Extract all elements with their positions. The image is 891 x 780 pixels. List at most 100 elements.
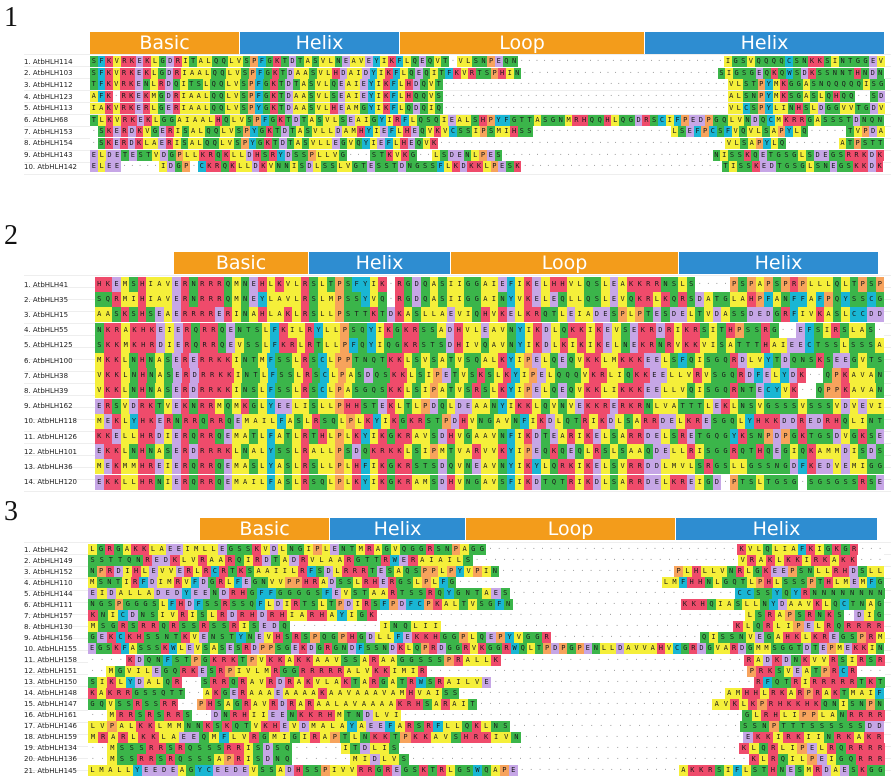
residue: L <box>608 643 617 655</box>
residue: T <box>868 137 877 149</box>
residue: · <box>481 555 491 567</box>
residue: K <box>130 337 139 353</box>
residue: Y <box>236 632 246 644</box>
residue: · <box>564 753 574 765</box>
residue: G <box>397 654 407 666</box>
residue: K <box>478 643 487 655</box>
residue: · <box>636 161 645 173</box>
residue: S <box>153 643 162 655</box>
residue: L <box>257 429 267 444</box>
residue: L <box>816 742 827 754</box>
residue: G <box>174 161 183 173</box>
residue: K <box>228 654 238 666</box>
residue: C <box>197 161 206 173</box>
residue: Y <box>257 292 267 308</box>
residue: R <box>641 413 650 429</box>
residue: K <box>378 429 387 444</box>
residue: K <box>138 731 149 743</box>
residue: K <box>387 56 396 67</box>
residue: S <box>517 126 526 138</box>
residue: A <box>362 687 371 699</box>
residue: G <box>742 709 752 721</box>
residue: L <box>397 91 405 103</box>
residue: · <box>722 621 733 633</box>
residue: · <box>502 91 510 103</box>
residue: H <box>293 765 303 776</box>
residue: I <box>463 337 472 353</box>
residue: T <box>283 429 293 444</box>
residue: R <box>381 555 391 567</box>
residue: A <box>831 765 841 776</box>
residue: R <box>652 277 662 292</box>
residue: E <box>149 566 158 578</box>
residue: N <box>133 555 143 567</box>
residue: E <box>360 91 368 103</box>
residue: R <box>249 731 260 743</box>
residue: T <box>738 474 747 490</box>
residue: · <box>517 149 526 161</box>
residue: S <box>436 337 446 353</box>
residue: · <box>611 149 620 161</box>
residue: K <box>583 459 593 475</box>
residue: D <box>438 429 447 444</box>
residue: I <box>665 114 674 126</box>
residue: L <box>353 577 362 589</box>
residue: · <box>595 566 605 578</box>
residue: K <box>592 383 602 399</box>
residue: K <box>733 621 744 633</box>
residue: W <box>416 676 426 688</box>
residue: · <box>720 91 728 103</box>
residue: A <box>769 337 779 353</box>
residue: H <box>824 577 833 589</box>
residue: F <box>349 337 358 353</box>
residue: A <box>122 544 132 555</box>
residue: F <box>270 322 280 338</box>
residue: R <box>423 720 434 732</box>
residue: A <box>635 444 644 460</box>
residue: · <box>467 709 477 721</box>
residue: S <box>202 599 212 611</box>
residue: K <box>352 429 361 444</box>
residue: A <box>394 566 403 578</box>
residue: S <box>434 654 445 666</box>
residue: · <box>311 742 322 754</box>
residue: E <box>215 307 224 323</box>
residue: Q <box>185 742 195 754</box>
residue: A <box>250 698 260 710</box>
residue: E <box>226 337 236 353</box>
residue: E <box>291 643 300 655</box>
residue: · <box>697 654 707 666</box>
residue: E <box>226 322 236 338</box>
residue: S <box>781 398 790 414</box>
residue: Y <box>125 676 135 688</box>
residue: N <box>242 368 252 384</box>
residue: E <box>875 429 885 444</box>
residue: · <box>561 731 572 743</box>
residue: T <box>775 161 784 173</box>
residue: A <box>481 353 490 368</box>
residue: S <box>837 149 845 161</box>
residue: · <box>457 709 468 721</box>
sequence-row: 3. AtbHLH152 N P R D I H L E V V E R L R C R T K S A A I I L R F S D… <box>24 566 885 578</box>
residue: Q <box>225 413 234 429</box>
residue: N <box>353 709 364 721</box>
residue: F <box>233 577 243 589</box>
residue: L <box>261 322 271 338</box>
residue: L <box>823 566 832 578</box>
residue: I <box>453 676 463 688</box>
residue: Y <box>772 383 782 399</box>
residue: · <box>603 698 613 710</box>
residue: P <box>346 413 356 429</box>
residue: G <box>719 368 729 384</box>
residue: · <box>831 137 839 149</box>
residue: · <box>806 368 815 384</box>
residue: S <box>831 337 841 353</box>
residue: Q <box>198 731 209 743</box>
residue: · <box>692 621 703 633</box>
residue: · <box>648 698 658 710</box>
residue: S <box>360 398 370 414</box>
residue: E <box>441 368 451 384</box>
residue: I <box>798 307 807 323</box>
residue: · <box>496 753 506 765</box>
residue: · <box>418 742 429 754</box>
